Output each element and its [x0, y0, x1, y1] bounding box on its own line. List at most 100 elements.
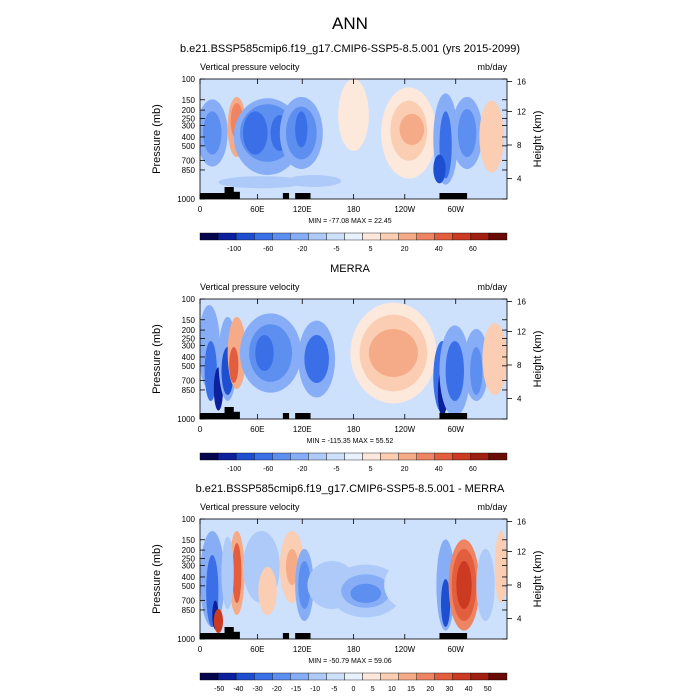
- plot-area-1: [200, 79, 507, 199]
- colorbar-swatch: [344, 452, 363, 461]
- plot-area-2: [200, 299, 507, 419]
- x-tick-label: 120E: [293, 425, 312, 434]
- colorbar-label: 40: [465, 686, 473, 693]
- y-tick-label: 200: [182, 326, 196, 335]
- x-tick-label: 60E: [250, 645, 264, 654]
- y2-tick-label: 12: [517, 327, 526, 336]
- colorbar-swatch: [434, 452, 454, 461]
- colorbar-swatch: [398, 672, 417, 681]
- colorbar-label: 40: [435, 246, 443, 253]
- panel-title-1: b.e21.BSSP585cmip6.f19_g17.CMIP6-SSP5-8.…: [180, 43, 520, 55]
- y-tick-label: 150: [182, 316, 196, 325]
- x-tick-label: 180: [347, 645, 361, 654]
- contour-region-16: [368, 329, 418, 377]
- contour-region-2: [204, 341, 217, 401]
- colorbar-swatch: [452, 672, 472, 681]
- colorbar-swatch: [308, 672, 327, 681]
- colorbar-label: -50: [214, 686, 224, 693]
- colorbar-swatch: [488, 672, 508, 681]
- contour-region-7: [242, 111, 268, 155]
- topography-block-1: [200, 413, 234, 419]
- y-tick-label: 400: [182, 573, 196, 582]
- contour-region-6: [232, 543, 242, 603]
- y-tick-label: 400: [182, 133, 196, 142]
- colorbar-swatch: [434, 232, 454, 241]
- colorbar-label: -60: [263, 466, 273, 473]
- chart-panel-3: b.e21.BSSP585cmip6.f19_g17.CMIP6-SSP5-8.…: [151, 483, 544, 693]
- colorbar-swatch: [290, 452, 309, 461]
- colorbar-swatch: [452, 452, 472, 461]
- contour-region-12: [304, 335, 329, 383]
- colorbar-label: -100: [227, 466, 241, 473]
- y-tick-label: 700: [182, 596, 196, 605]
- y-tick-label: 700: [182, 376, 196, 385]
- colorbar-label: -30: [253, 686, 263, 693]
- topography-block-6: [439, 633, 468, 639]
- topography-block-1: [200, 193, 234, 199]
- colorbar-swatch: [326, 672, 345, 681]
- colorbar-swatch: [235, 452, 255, 461]
- x-tick-label: 180: [347, 425, 361, 434]
- colorbar-swatch: [308, 232, 327, 241]
- colorbar-swatch: [416, 452, 435, 461]
- y-axis-label: Pressure (mb): [151, 544, 163, 614]
- topography-block-6: [439, 193, 468, 199]
- min-max-stats: MIN = -77.08 MAX = 22.45: [308, 218, 391, 225]
- contour-region-23: [479, 100, 504, 173]
- colorbar-label: -20: [297, 246, 307, 253]
- colorbar-label: 0: [352, 686, 356, 693]
- chart-panel-2: MERRA Vertical pressure velocity mb/day 100…: [151, 263, 544, 473]
- y-tick-label: 300: [182, 122, 196, 131]
- colorbar-3: -50 -40 -30 -20 -15 -10 -5 0 5 10 15 20 30 40 50: [199, 672, 508, 693]
- contour-region-22: [470, 347, 483, 395]
- colorbar-swatch: [235, 232, 255, 241]
- panel-title-3: b.e21.BSSP585cmip6.f19_g17.CMIP6-SSP5-8.…: [196, 483, 505, 495]
- y2-tick-label: 4: [517, 615, 522, 624]
- y-tick-label: 850: [182, 606, 196, 615]
- colorbar-1: -100 -60 -20 -5 5 20 40 60: [199, 232, 508, 253]
- y-tick-label: 500: [182, 582, 196, 591]
- right-label-1: mb/day: [477, 62, 507, 72]
- colorbar-swatch: [217, 672, 237, 681]
- colorbar-swatch: [416, 672, 435, 681]
- contour-region-22: [457, 109, 477, 157]
- x-tick-label: 60E: [250, 205, 264, 214]
- topography-block-2: [224, 187, 234, 199]
- x-tick-label: 180: [347, 205, 361, 214]
- y2-tick-label: 12: [517, 547, 526, 556]
- colorbar-swatch: [380, 232, 399, 241]
- topography-block-4: [282, 633, 290, 639]
- colorbar-swatch: [362, 672, 381, 681]
- main-title: ANN: [332, 14, 368, 33]
- colorbar-swatch: [434, 672, 454, 681]
- y-tick-label: 150: [182, 536, 196, 545]
- right-label-3: mb/day: [477, 502, 507, 512]
- topography-block-3: [230, 411, 240, 419]
- colorbar-swatch: [253, 672, 273, 681]
- colorbar-swatch: [362, 232, 381, 241]
- colorbar-label: 10: [388, 686, 396, 693]
- colorbar-swatch: [326, 452, 345, 461]
- contour-region-7: [221, 537, 234, 609]
- colorbar-swatch: [253, 452, 273, 461]
- contour-region-11: [285, 549, 299, 585]
- colorbar-swatch: [362, 452, 381, 461]
- y-tick-label: 500: [182, 362, 196, 371]
- colorbar-swatch: [380, 452, 399, 461]
- left-label-3: Vertical pressure velocity: [200, 502, 300, 512]
- contour-region-20: [445, 341, 465, 401]
- min-max-stats: MIN = -115.35 MAX = 55.52: [307, 438, 394, 445]
- colorbar-swatch: [398, 452, 417, 461]
- y2-tick-label: 16: [517, 77, 526, 86]
- colorbar-swatch: [217, 232, 237, 241]
- colorbar-label: 20: [401, 246, 409, 253]
- panel-title-2: MERRA: [330, 263, 370, 275]
- colorbar-swatch: [308, 452, 327, 461]
- topography-block-5: [295, 633, 311, 639]
- colorbar-swatch: [290, 672, 309, 681]
- colorbar-label: 5: [371, 686, 375, 693]
- x-tick-label: 120E: [293, 205, 312, 214]
- contour-region-23: [482, 323, 507, 395]
- y2-tick-label: 16: [517, 297, 526, 306]
- colorbar-label: 5: [369, 466, 373, 473]
